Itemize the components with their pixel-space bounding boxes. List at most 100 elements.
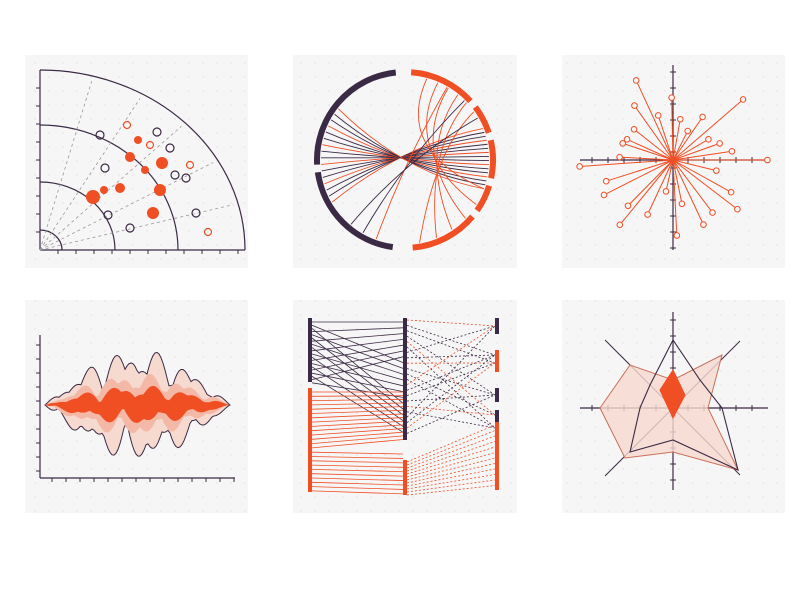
chord	[419, 111, 475, 243]
stroke-line	[672, 159, 683, 204]
stroke-line	[672, 159, 732, 193]
stroke-line	[619, 159, 674, 226]
spoke-end	[619, 140, 627, 147]
spoke-end	[684, 127, 692, 135]
dot	[95, 130, 105, 140]
stroke-line	[406, 474, 496, 490]
dot	[185, 160, 195, 170]
chord	[432, 87, 466, 219]
stroke-line	[311, 339, 404, 352]
stroke-line	[406, 335, 496, 396]
stroke-line	[406, 394, 496, 434]
stroke-line	[672, 119, 681, 161]
stroke-line	[311, 451, 404, 455]
chord	[418, 78, 485, 190]
dot	[86, 190, 100, 204]
radar-area	[629, 338, 739, 471]
stroke-line	[311, 402, 404, 406]
stroke-line	[311, 460, 404, 464]
dot	[125, 152, 135, 162]
spoke-end	[662, 188, 670, 195]
stroke-line	[633, 128, 674, 161]
stroke-line	[672, 116, 703, 161]
spoke-end	[616, 221, 624, 229]
dot	[103, 210, 113, 220]
stroke-line	[635, 80, 674, 161]
stroke-line	[311, 344, 404, 375]
stroke-line	[603, 159, 674, 196]
dot	[154, 184, 166, 196]
dot	[100, 186, 108, 194]
chord-arc	[412, 214, 475, 251]
stroke-line	[406, 411, 496, 429]
stroke-line	[627, 159, 674, 207]
stroke-line	[672, 99, 744, 161]
stroke-line	[672, 159, 678, 236]
dot	[203, 227, 213, 237]
spoke-end	[673, 232, 681, 239]
dot	[122, 120, 132, 130]
stroke-line	[406, 457, 496, 481]
spoke-end	[699, 113, 706, 121]
stroke-line	[406, 341, 496, 416]
stroke-line	[311, 344, 404, 361]
stroke-line	[311, 490, 404, 495]
stroke-line	[311, 428, 404, 436]
stroke-line	[311, 356, 404, 380]
stroke-line	[311, 333, 404, 342]
spoke-end	[764, 156, 771, 164]
spoke-end	[576, 163, 583, 170]
spoke-end	[709, 209, 716, 216]
stroke-line	[39, 162, 214, 251]
stroke-line	[622, 142, 674, 161]
stroke-line	[672, 159, 704, 225]
stroke-line	[406, 463, 496, 484]
spoke-end	[727, 188, 735, 196]
stroke-line	[406, 319, 496, 327]
stroke-line	[311, 420, 404, 427]
spoke-end	[728, 147, 736, 155]
stroke-line	[311, 431, 404, 440]
stroke-line	[672, 159, 713, 213]
stroke-line	[311, 481, 404, 486]
chord	[375, 87, 448, 240]
dot	[170, 170, 180, 180]
spoke-end	[676, 115, 684, 123]
spoke-end	[705, 136, 712, 143]
stroke-line	[406, 325, 496, 353]
stroke-line	[406, 452, 496, 478]
stroke-line	[672, 142, 720, 161]
spoke-end	[600, 191, 608, 199]
dot	[134, 136, 142, 144]
chord	[434, 102, 467, 238]
spoke-end	[644, 211, 651, 218]
spoke-end	[734, 205, 741, 213]
stroke-line	[311, 456, 404, 459]
stroke-line	[311, 473, 404, 477]
spoke-end	[602, 177, 610, 185]
spoke-end	[624, 202, 632, 210]
stroke-line	[311, 464, 404, 468]
chord-arc	[314, 171, 394, 251]
stroke-line	[406, 325, 496, 418]
stroke-line	[311, 356, 404, 421]
chord	[350, 117, 478, 225]
stroke-line	[406, 373, 496, 416]
stroke-line	[406, 354, 496, 423]
stroke-line	[311, 469, 404, 473]
stroke-line	[657, 115, 674, 161]
spoke-end	[716, 140, 723, 147]
chord-arc	[487, 139, 496, 179]
stroke-line	[311, 334, 404, 369]
stroke-line	[672, 138, 709, 161]
stroke-line	[311, 398, 404, 401]
dot	[152, 127, 162, 137]
stroke-line	[647, 159, 674, 215]
stroke-line	[672, 150, 733, 161]
radar-area	[659, 368, 686, 420]
stroke-line	[406, 485, 496, 496]
stroke-line	[311, 382, 404, 398]
stroke-line	[311, 363, 404, 387]
stroke-line	[311, 353, 404, 381]
